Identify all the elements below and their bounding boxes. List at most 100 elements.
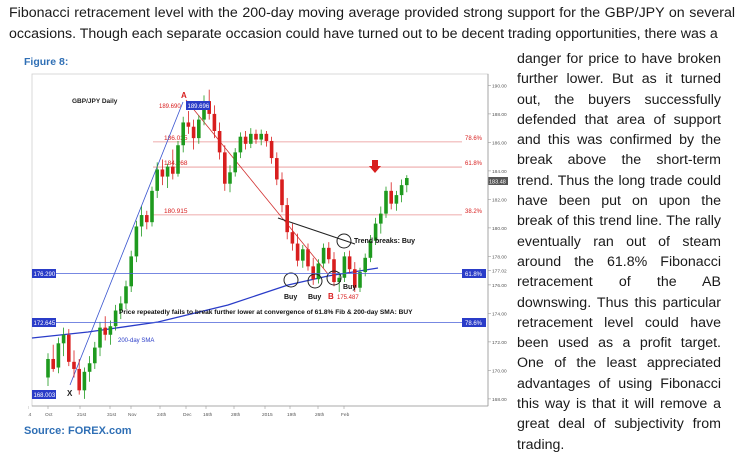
x-tick-label: Nov bbox=[128, 412, 137, 418]
candle-body bbox=[113, 310, 118, 327]
x-tick-label: 28th bbox=[231, 412, 241, 418]
side-paragraph: danger for price to have broken further … bbox=[517, 51, 721, 453]
candle-body bbox=[389, 190, 393, 204]
candle-body bbox=[405, 178, 409, 186]
point-b-label: B bbox=[328, 292, 334, 301]
y-tick-label: 176.00 bbox=[492, 283, 507, 289]
candle-body bbox=[103, 327, 107, 335]
fib-price-label: 186.035 bbox=[164, 135, 188, 142]
target-arrow-icon bbox=[369, 160, 381, 173]
candle-body bbox=[264, 133, 269, 141]
plot-area bbox=[31, 73, 489, 407]
buy-circle-2 bbox=[307, 273, 323, 289]
candle-body bbox=[316, 263, 321, 280]
y-tick-label: 177.02 bbox=[492, 268, 507, 274]
candle-body bbox=[353, 269, 357, 288]
x-tick-label: 16th bbox=[203, 412, 213, 418]
y-tick-label: 170.00 bbox=[492, 368, 507, 374]
candle-body bbox=[269, 140, 274, 159]
right-fib-618: 61.8% bbox=[465, 272, 483, 278]
left-price-176: 176.290 bbox=[34, 272, 56, 278]
sma-annotation: 200-day SMA bbox=[118, 338, 154, 344]
candle-body bbox=[72, 361, 76, 369]
ab-swing-line bbox=[69, 101, 184, 386]
candle-body bbox=[165, 166, 170, 177]
candle-body bbox=[82, 371, 87, 391]
candle-body bbox=[249, 133, 253, 144]
candle-body bbox=[342, 256, 347, 278]
short-term-trendline bbox=[277, 217, 356, 245]
fib-pct-label: 38.2% bbox=[465, 209, 483, 215]
x-tick-label: Dec bbox=[183, 412, 192, 418]
left-price-172: 172.645 bbox=[34, 321, 56, 327]
left-price-168: 168.003 bbox=[34, 393, 56, 399]
x-tick-label: 24th bbox=[157, 412, 167, 418]
peak-price-blue: 189.696 bbox=[188, 104, 210, 110]
ab-downswing-line bbox=[185, 99, 329, 275]
y-tick-label: 186.00 bbox=[492, 140, 507, 146]
x-tick-label: 21st bbox=[77, 412, 87, 418]
candle-body bbox=[321, 247, 326, 264]
x-tick-label: Oct bbox=[45, 412, 53, 418]
candle-body bbox=[254, 133, 258, 140]
axis-layer: 190.00 188.00 186.00 184.00 182.00 180.00 178.… bbox=[25, 74, 507, 418]
candle-body bbox=[160, 169, 165, 177]
fib-layer: 186.035 78.6% 184.268 61.8% 180.915 38.2% bbox=[153, 135, 483, 216]
fib-pct-label: 61.8% bbox=[465, 161, 483, 167]
x-tick-label: 19th bbox=[287, 412, 297, 418]
candle-body bbox=[384, 190, 388, 214]
candle-body bbox=[223, 152, 227, 184]
trend-layer bbox=[69, 99, 356, 386]
candle-body bbox=[87, 363, 92, 372]
right-fib-786-box bbox=[462, 318, 486, 327]
candle-body bbox=[228, 172, 232, 184]
candle-body bbox=[285, 205, 289, 233]
candle-body bbox=[379, 213, 383, 224]
chart-title: GBP/JPY Daily bbox=[72, 98, 118, 105]
candle-body bbox=[56, 343, 61, 368]
buy-label-3: Buy bbox=[343, 284, 356, 291]
candle-body bbox=[98, 327, 102, 348]
candle-body bbox=[280, 179, 284, 206]
y-tick-label: 172.00 bbox=[492, 340, 507, 346]
y-tick-label: 184.00 bbox=[492, 169, 507, 175]
x-tick-label: '14 bbox=[28, 412, 32, 418]
candle-body bbox=[301, 249, 305, 261]
candle-body bbox=[363, 257, 367, 273]
candle-body bbox=[119, 303, 123, 311]
candle-body bbox=[368, 240, 373, 258]
candle-body bbox=[373, 223, 378, 241]
x-tick-label: 31st bbox=[107, 412, 117, 418]
candle-body bbox=[275, 158, 279, 180]
left-price-176-box bbox=[32, 269, 56, 278]
candle-body bbox=[181, 122, 185, 146]
candle-body bbox=[51, 358, 55, 369]
candle-body bbox=[191, 126, 196, 139]
candle-body bbox=[290, 232, 295, 244]
x-tick-label: 2015 bbox=[262, 412, 273, 418]
gbpjpy-chart: 186.035 78.6% 184.268 61.8% 180.915 38.2% A B… bbox=[25, 73, 508, 418]
candle-body bbox=[327, 247, 331, 260]
fib-pct-label: 78.6% bbox=[465, 136, 483, 142]
candle-body bbox=[155, 169, 159, 191]
candle-body bbox=[108, 326, 113, 335]
right-fib-786: 78.6% bbox=[465, 321, 483, 327]
candle-body bbox=[347, 256, 352, 270]
sma-200-line bbox=[31, 267, 379, 339]
candle-body bbox=[186, 122, 191, 127]
candle-body bbox=[238, 136, 243, 153]
point-a-label: A bbox=[181, 91, 187, 100]
candle-body bbox=[212, 113, 217, 131]
candle-body bbox=[197, 119, 201, 139]
candle-body bbox=[93, 347, 97, 364]
y-tick-label: 190.00 bbox=[492, 83, 507, 89]
candle-body bbox=[233, 152, 237, 173]
candle-body bbox=[306, 249, 310, 267]
fib-price-label: 180.915 bbox=[164, 208, 188, 215]
candle-body bbox=[217, 130, 222, 153]
buy-circle-1 bbox=[283, 272, 299, 288]
buy-circle-3 bbox=[326, 270, 342, 286]
candle-body bbox=[394, 195, 399, 204]
y-tick-label: 188.00 bbox=[492, 112, 507, 118]
candle-body bbox=[124, 286, 128, 304]
